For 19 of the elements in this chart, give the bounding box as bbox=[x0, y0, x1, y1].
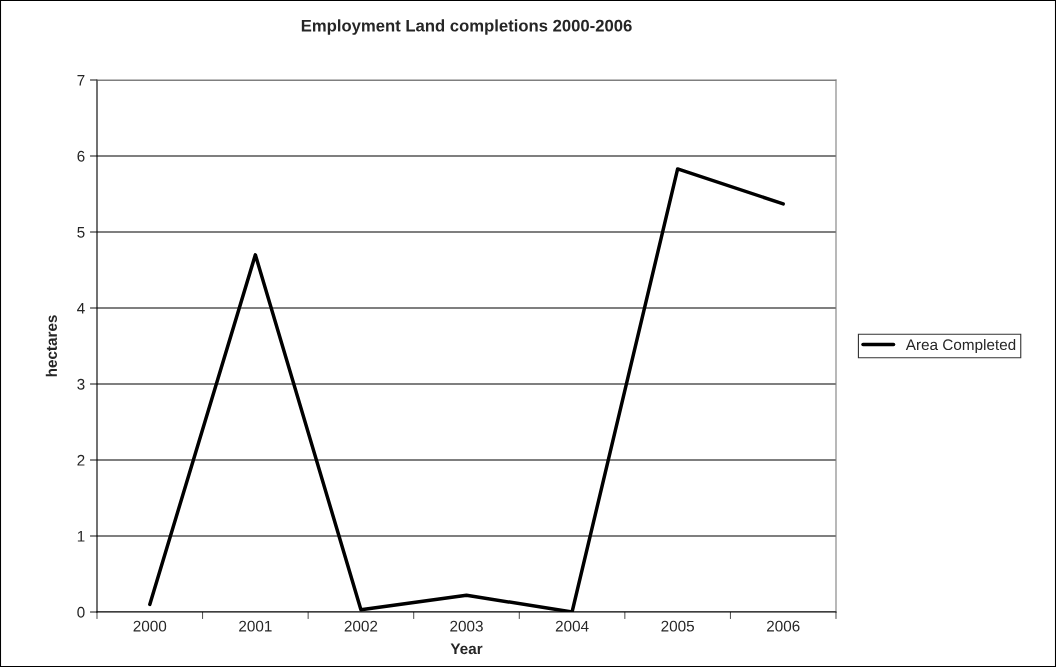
x-tick-label: 2005 bbox=[661, 620, 694, 632]
x-tick-label: 2001 bbox=[239, 620, 272, 632]
y-tick-label: 2 bbox=[77, 454, 85, 466]
y-tick-label: 7 bbox=[77, 75, 85, 86]
y-tick-label: 1 bbox=[77, 531, 85, 542]
legend-label: Area Completed bbox=[905, 338, 1016, 354]
y-tick-label: 5 bbox=[77, 227, 85, 238]
y-tick-label: 6 bbox=[77, 150, 85, 162]
x-tick-label: 2003 bbox=[450, 620, 483, 632]
x-tick-label: 2004 bbox=[555, 620, 589, 632]
y-tick-label: 0 bbox=[77, 606, 85, 618]
x-tick-label: 2000 bbox=[133, 620, 167, 632]
chart-title: Employment Land completions 2000-2006 bbox=[301, 19, 632, 35]
y-tick-label: 4 bbox=[77, 303, 85, 314]
y-axis-title: hectares bbox=[45, 315, 58, 377]
y-tick-label: 3 bbox=[77, 378, 85, 390]
x-axis-title: Year bbox=[450, 643, 483, 655]
x-tick-label: 2002 bbox=[344, 620, 378, 632]
x-tick-label: 2006 bbox=[766, 620, 800, 632]
